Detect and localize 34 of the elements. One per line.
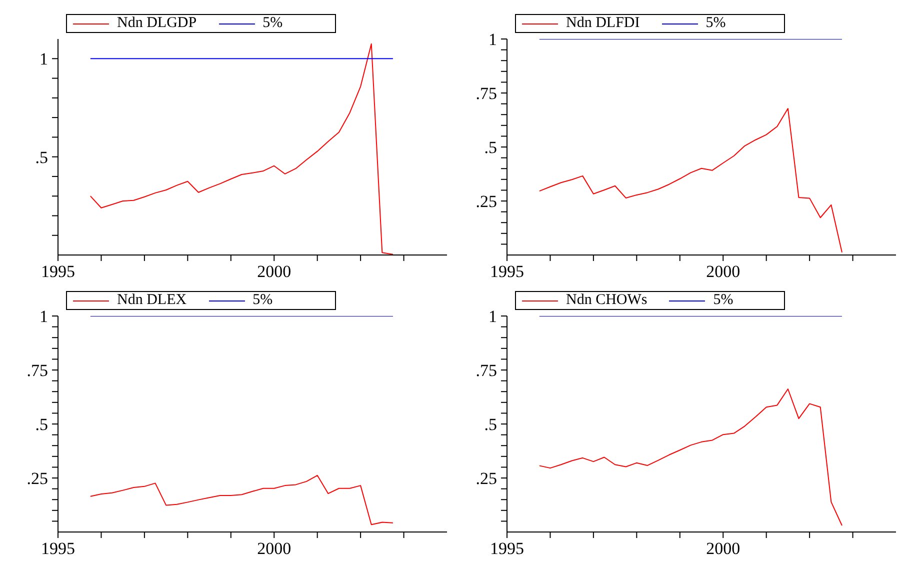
line-series [538,108,842,253]
legend-label: Ndn DLGDP [117,15,197,32]
x-tick-label: 1995 [490,262,524,281]
y-tick-label: 1 [40,50,48,69]
line-series [90,43,394,255]
y-tick-label: .25 [476,192,497,211]
y-tick-label: .75 [476,361,497,380]
y-tick-label: 1 [488,30,497,49]
line-series [538,388,842,526]
y-tick-label: .5 [35,148,48,167]
legend-label: 5% [252,292,273,309]
y-tick-label: .5 [35,415,48,434]
x-tick-label: 1995 [41,262,75,281]
legend-label: 5% [262,15,283,32]
y-tick-label: .75 [476,84,497,103]
x-tick-label: 2000 [257,262,292,281]
x-tick-label: 1995 [41,539,75,558]
x-tick-label: 2000 [257,539,292,558]
legend-label: Ndn CHOWs [566,292,648,309]
line-series [90,474,394,526]
y-tick-label: .5 [484,138,497,157]
y-tick-label: 1 [488,307,497,326]
legend-label: 5% [713,292,734,309]
legend-label: 5% [706,15,726,32]
legend-label: Ndn DLFDI [566,15,640,32]
y-tick-label: 1 [40,307,48,326]
y-tick-label: .5 [484,415,497,434]
x-tick-label: 2000 [706,539,740,558]
x-tick-label: 2000 [706,262,740,281]
legend-label: Ndn DLEX [117,292,187,309]
y-tick-label: .25 [26,469,48,488]
x-tick-label: 1995 [490,539,524,558]
y-tick-label: .75 [26,361,48,380]
y-tick-label: .25 [476,469,497,488]
